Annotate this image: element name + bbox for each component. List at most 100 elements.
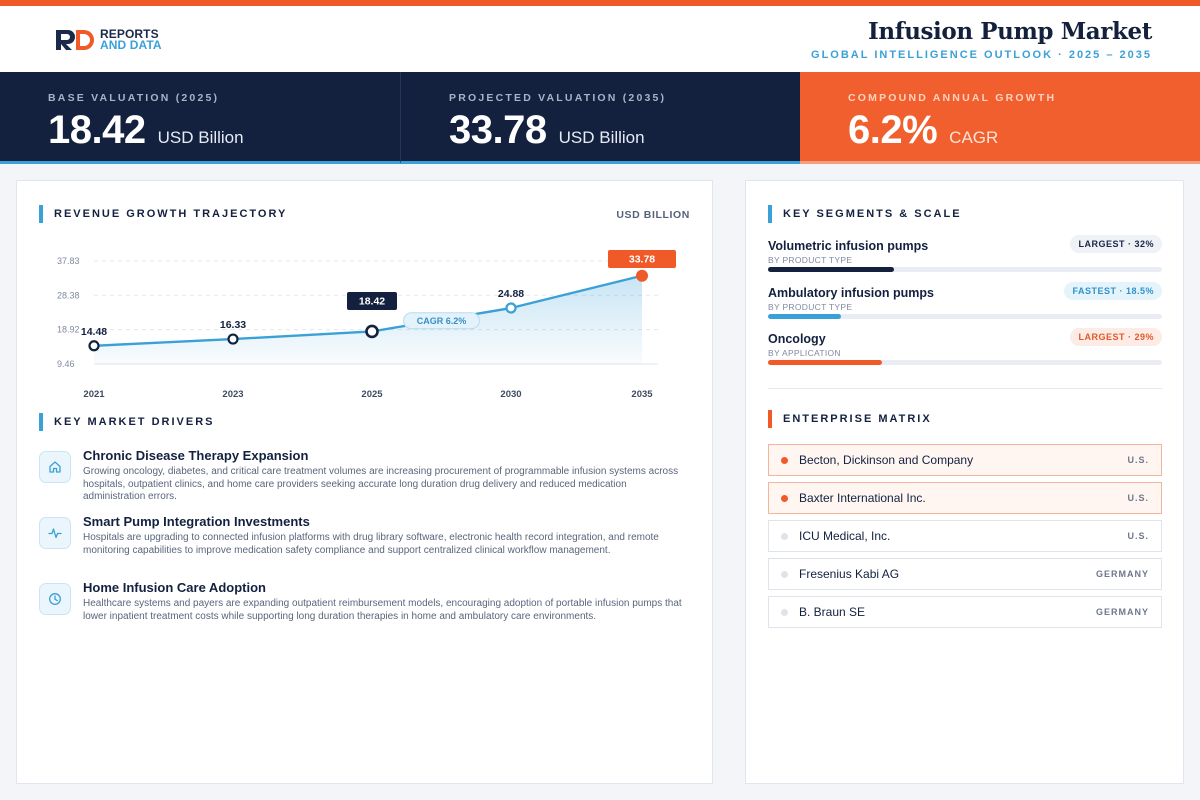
enterprise-row[interactable]: B. Braun SE GERMANY	[768, 596, 1162, 628]
section-accent-bar	[768, 205, 772, 223]
data-point	[365, 324, 379, 339]
pulse-icon	[39, 517, 71, 549]
enterprise-section-title: ENTERPRISE MATRIX	[783, 413, 932, 425]
enterprise-country: U.S.	[1127, 493, 1149, 503]
cagr-annotation-pill	[403, 312, 480, 330]
data-point	[505, 302, 517, 314]
kpi-label: BASE VALUATION (2025)	[48, 92, 220, 104]
home-icon	[39, 451, 71, 483]
kpi-compound-growth: COMPOUND ANNUAL GROWTH 6.2% CAGR	[800, 72, 1200, 164]
title-block: Infusion Pump Market GLOBAL INTELLIGENCE…	[811, 18, 1152, 61]
page-title: Infusion Pump Market	[868, 18, 1152, 45]
data-label: 16.33	[220, 319, 246, 331]
segment-share-fill	[768, 267, 895, 272]
page-header: REPORTS AND DATA Infusion Pump Market GL…	[0, 6, 1200, 72]
revenue-trend-chart: 37.83 28.38 18.92 9.46 CAGR 6.2% 14.48 2021 16…	[57, 250, 676, 400]
x-tick-label: 2021	[83, 389, 105, 400]
drivers-section-title: KEY MARKET DRIVERS	[54, 416, 215, 428]
segment-share-track	[768, 314, 1162, 319]
section-accent-bar	[768, 410, 772, 428]
status-dot-icon	[781, 570, 788, 578]
brand-logo[interactable]: REPORTS AND DATA	[54, 28, 162, 52]
enterprise-country: GERMANY	[1095, 569, 1149, 579]
kpi-band: BASE VALUATION (2025) 18.42 USD Billion …	[0, 72, 1200, 164]
enterprise-name: ICU Medical, Inc.	[799, 529, 891, 543]
drivers-section-header: KEY MARKET DRIVERS	[39, 413, 214, 431]
y-tick-label: 18.92	[57, 325, 80, 335]
kpi-unit: USD Billion	[558, 128, 645, 147]
enterprise-country: GERMANY	[1095, 607, 1149, 617]
kpi-label: PROJECTED VALUATION (2035)	[449, 92, 667, 104]
brand-line-2: AND DATA	[100, 38, 162, 52]
data-label-badge	[608, 250, 676, 268]
kpi-unit: USD Billion	[157, 128, 244, 147]
left-panel: REVENUE GROWTH TRAJECTORY USD BILLION 37…	[16, 180, 713, 784]
logo-mark-icon	[56, 30, 94, 50]
driver-title: Home Infusion Care Adoption	[83, 580, 266, 595]
y-tick-label: 37.83	[57, 256, 80, 266]
kpi-value: 6.2%	[848, 108, 938, 152]
segment-category: BY PRODUCT TYPE	[768, 302, 853, 312]
top-accent-strip	[0, 0, 1200, 6]
right-panel: KEY SEGMENTS & SCALE Volumetric infusion…	[745, 180, 1184, 784]
segment-badge: LARGEST · 32%	[1070, 235, 1162, 253]
page-subtitle: GLOBAL INTELLIGENCE OUTLOOK · 2025 – 203…	[811, 49, 1152, 61]
driver-description: Hospitals are upgrading to connected inf…	[83, 532, 659, 556]
enterprise-country: U.S.	[1127, 531, 1149, 541]
kpi-value: 18.42	[48, 108, 146, 152]
driver-description: Growing oncology, diabetes, and critical…	[83, 466, 679, 502]
brand-line-1: REPORTS	[100, 27, 159, 41]
segment-name: Volumetric infusion pumps	[768, 239, 929, 253]
driver-title: Smart Pump Integration Investments	[83, 514, 310, 529]
status-dot-icon	[781, 608, 788, 616]
segment-row: Ambulatory infusion pumps BY PRODUCT TYP…	[768, 282, 1162, 319]
x-tick-label: 2023	[222, 389, 243, 400]
x-tick-label: 2030	[500, 389, 521, 400]
enterprise-section-header: ENTERPRISE MATRIX	[768, 410, 932, 428]
segment-badge: FASTEST · 18.5%	[1064, 282, 1162, 300]
segment-row: Oncology BY APPLICATION LARGEST · 29%	[768, 328, 1162, 365]
data-label: 24.88	[498, 288, 524, 300]
segment-category: BY APPLICATION	[768, 348, 841, 358]
segment-row: Volumetric infusion pumps BY PRODUCT TYP…	[768, 235, 1162, 272]
series-area	[94, 275, 642, 364]
data-label-badge	[347, 292, 397, 310]
enterprise-country: U.S.	[1127, 455, 1149, 465]
x-tick-label: 2025	[361, 389, 383, 400]
segments-section-header: KEY SEGMENTS & SCALE	[768, 205, 962, 223]
enterprise-row[interactable]: Fresenius Kabi AG GERMANY	[768, 558, 1162, 590]
enterprise-row[interactable]: Becton, Dickinson and Company U.S.	[768, 444, 1162, 476]
kpi-value: 33.78	[449, 108, 547, 152]
data-point	[88, 340, 100, 352]
data-label: 14.48	[81, 326, 107, 338]
kpi-projected-valuation: PROJECTED VALUATION (2035) 33.78 USD Bil…	[400, 72, 800, 164]
status-dot-icon	[781, 456, 788, 464]
section-divider	[768, 388, 1162, 389]
segment-name: Oncology	[768, 332, 826, 346]
segment-share-track	[768, 360, 1162, 365]
cagr-annotation-label: CAGR 6.2%	[417, 316, 467, 326]
data-point	[636, 269, 648, 282]
segment-share-fill	[768, 314, 841, 319]
enterprise-name: Fresenius Kabi AG	[799, 567, 900, 581]
y-tick-label: 9.46	[57, 359, 75, 369]
kpi-base-valuation: BASE VALUATION (2025) 18.42 USD Billion	[0, 72, 400, 164]
chart-section-title: REVENUE GROWTH TRAJECTORY	[54, 208, 288, 220]
driver-title: Chronic Disease Therapy Expansion	[83, 448, 309, 463]
driver-description: Healthcare systems and payers are expand…	[83, 598, 682, 622]
clock-icon	[39, 583, 71, 615]
data-point	[227, 333, 239, 345]
enterprise-row[interactable]: Baxter International Inc. U.S.	[768, 482, 1162, 514]
segment-badge: LARGEST · 29%	[1070, 328, 1162, 346]
y-tick-label: 28.38	[57, 290, 80, 300]
kpi-unit: CAGR	[949, 128, 999, 147]
brand-wordmark: REPORTS AND DATA	[100, 27, 162, 52]
enterprise-row[interactable]: ICU Medical, Inc. U.S.	[768, 520, 1162, 552]
segments-section-title: KEY SEGMENTS & SCALE	[783, 208, 962, 220]
segment-share-track	[768, 267, 1162, 272]
x-tick-label: 2035	[631, 389, 653, 400]
status-dot-icon	[781, 494, 788, 502]
data-label: 18.42	[359, 296, 385, 308]
chart-unit-label: USD BILLION	[616, 209, 690, 221]
kpi-label: COMPOUND ANNUAL GROWTH	[848, 92, 1057, 104]
